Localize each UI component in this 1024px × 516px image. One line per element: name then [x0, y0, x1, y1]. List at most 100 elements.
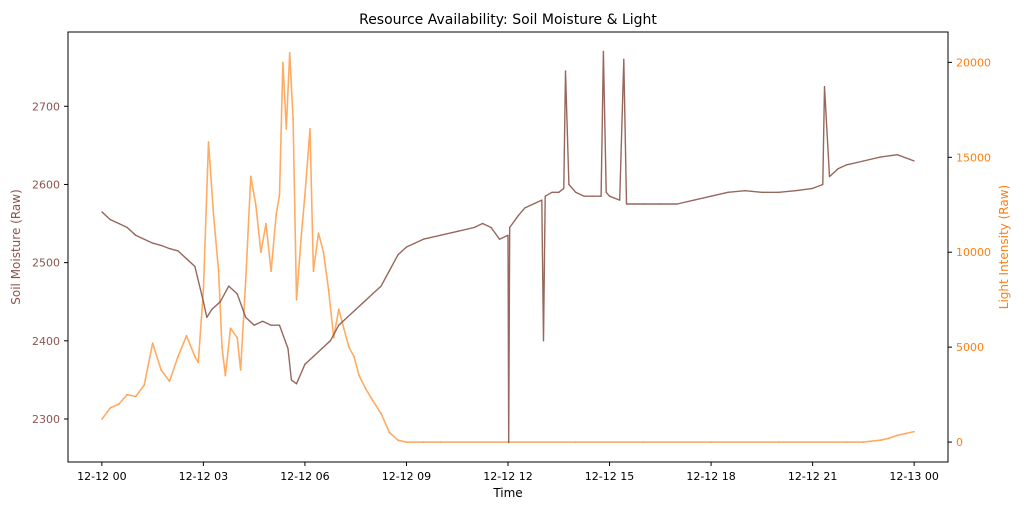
y-right-tick-label: 20000: [956, 56, 991, 69]
data-point-light-intensity: [397, 439, 399, 441]
data-point-light-intensity: [333, 337, 335, 339]
data-point-soil-moisture: [355, 308, 357, 311]
data-point-soil-moisture: [532, 203, 535, 205]
series-line-light-intensity: [101, 52, 915, 443]
data-point-soil-moisture: [823, 86, 826, 88]
data-point-light-intensity: [135, 395, 137, 398]
data-point-light-intensity: [289, 52, 291, 54]
x-tick-label: 12-12 18: [686, 470, 735, 483]
y-left-tick-label: 2600: [32, 178, 60, 191]
data-point-light-intensity: [309, 128, 311, 130]
data-point-soil-moisture: [507, 234, 509, 236]
data-point-light-intensity: [207, 141, 210, 143]
data-point-soil-moisture: [456, 230, 458, 232]
data-point-soil-moisture: [828, 176, 831, 178]
data-point-soil-moisture: [845, 164, 848, 166]
data-point-light-intensity: [118, 403, 120, 405]
y-right-tick-label: 15000: [956, 151, 991, 164]
data-point-soil-moisture: [329, 340, 331, 342]
data-point-light-intensity: [295, 299, 298, 301]
data-point-soil-moisture: [160, 244, 162, 246]
data-point-soil-moisture: [304, 363, 306, 365]
x-tick-label: 12-12 21: [788, 470, 837, 483]
data-point-light-intensity: [388, 432, 391, 434]
x-tick-label: 12-12 15: [585, 470, 634, 483]
data-point-light-intensity: [422, 441, 424, 443]
data-point-soil-moisture: [287, 348, 289, 350]
data-point-soil-moisture: [397, 254, 399, 256]
data-point-light-intensity: [160, 369, 162, 371]
data-point-light-intensity: [224, 375, 226, 377]
data-point-light-intensity: [218, 270, 220, 272]
data-point-light-intensity: [275, 213, 277, 215]
data-point-soil-moisture: [295, 383, 298, 385]
data-point-light-intensity: [229, 327, 232, 329]
y-right-tick-label: 5000: [956, 341, 984, 354]
data-point-soil-moisture: [194, 265, 196, 268]
data-point-soil-moisture: [623, 58, 625, 61]
data-point-soil-moisture: [592, 195, 594, 197]
data-point-light-intensity: [197, 361, 199, 363]
data-point-light-intensity: [240, 369, 242, 371]
data-point-soil-moisture: [168, 248, 171, 250]
data-point-light-intensity: [778, 441, 780, 443]
data-point-soil-moisture: [524, 207, 526, 209]
data-point-light-intensity: [168, 380, 171, 382]
data-point-soil-moisture: [439, 234, 441, 236]
y-left-tick-label: 2500: [32, 257, 60, 270]
data-point-soil-moisture: [262, 320, 264, 322]
y-axis-right-label: Light Intensity (Raw): [997, 185, 1011, 309]
data-point-light-intensity: [896, 434, 898, 436]
data-point-soil-moisture: [822, 183, 824, 186]
data-point-soil-moisture: [676, 203, 678, 205]
y-left-tick-label: 2300: [32, 413, 60, 426]
data-point-light-intensity: [285, 128, 287, 130]
data-point-soil-moisture: [228, 285, 230, 287]
data-point-soil-moisture: [568, 183, 570, 186]
data-point-soil-moisture: [896, 154, 898, 156]
data-point-light-intensity: [270, 270, 272, 272]
data-point-light-intensity: [439, 441, 441, 443]
data-point-light-intensity: [845, 441, 848, 443]
data-point-soil-moisture: [563, 187, 565, 189]
series-layer: [101, 50, 915, 444]
data-point-soil-moisture: [236, 293, 238, 295]
data-point-light-intensity: [255, 204, 257, 206]
data-point-soil-moisture: [405, 246, 408, 248]
data-point-light-intensity: [185, 335, 188, 337]
data-point-light-intensity: [278, 194, 281, 196]
x-tick-label: 12-12 00: [77, 470, 126, 483]
data-point-light-intensity: [343, 327, 345, 329]
data-point-soil-moisture: [126, 226, 128, 229]
x-axis: 12-12 00 12-12 03 12-12 06 12-12 09 12-12 12…: [77, 462, 939, 483]
data-point-soil-moisture: [564, 70, 567, 72]
data-point-soil-moisture: [600, 195, 602, 197]
data-point-soil-moisture: [659, 203, 661, 205]
data-point-soil-moisture: [219, 301, 221, 303]
data-point-light-intensity: [372, 399, 374, 401]
data-point-soil-moisture: [372, 293, 374, 295]
y-left-tick-label: 2700: [32, 100, 60, 113]
data-point-light-intensity: [913, 431, 915, 433]
data-point-soil-moisture: [605, 191, 607, 193]
x-tick-label: 12-12 09: [382, 470, 431, 483]
data-point-light-intensity: [152, 342, 154, 344]
data-point-soil-moisture: [245, 316, 247, 318]
data-point-soil-moisture: [422, 238, 424, 240]
y-axis-left-label: Soil Moisture (Raw): [9, 189, 23, 305]
data-point-soil-moisture: [575, 191, 577, 193]
chart-title: Resource Availability: Soil Moisture & L…: [359, 12, 657, 28]
data-point-light-intensity: [260, 251, 262, 253]
x-tick-label: 12-13 00: [889, 470, 938, 483]
data-point-light-intensity: [194, 356, 196, 358]
data-point-soil-moisture: [544, 195, 546, 197]
data-point-soil-moisture: [517, 215, 519, 217]
data-point-soil-moisture: [625, 203, 628, 205]
data-point-light-intensity: [177, 356, 179, 358]
data-point-light-intensity: [265, 223, 267, 225]
data-point-soil-moisture: [211, 308, 213, 311]
data-point-soil-moisture: [541, 199, 543, 201]
data-point-light-intensity: [282, 61, 284, 64]
